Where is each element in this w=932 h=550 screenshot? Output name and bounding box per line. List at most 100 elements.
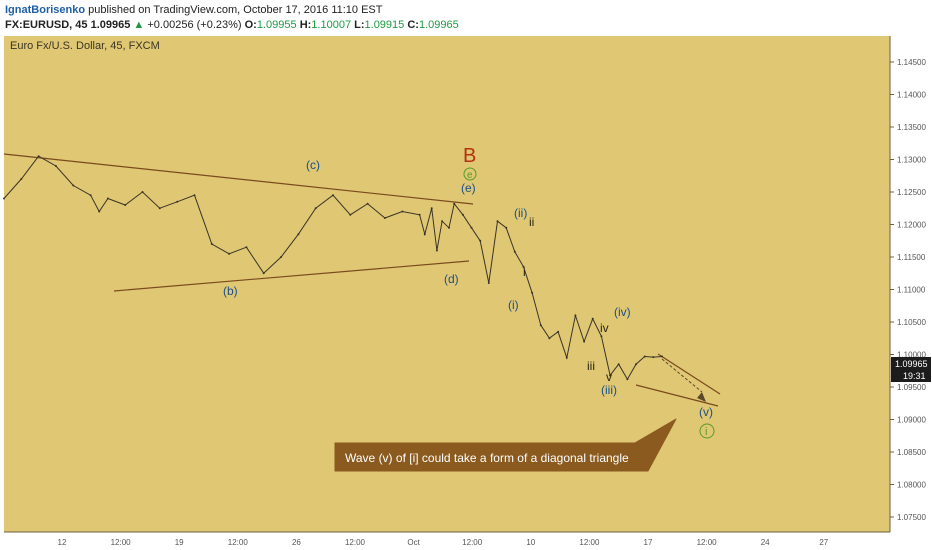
- price-tick-label: 1.14500: [897, 58, 926, 67]
- wave-label-e-paren: (e): [461, 181, 476, 195]
- price-point: [626, 378, 629, 381]
- price-point: [210, 243, 213, 245]
- price-point: [262, 272, 265, 275]
- time-tick-label: Oct: [407, 538, 420, 547]
- price-point: [332, 194, 334, 197]
- price-tick-label: 1.12000: [897, 221, 926, 230]
- change-arrow-icon: ▲: [133, 19, 145, 31]
- price-point: [106, 197, 109, 200]
- diagonal-lower-line: [635, 384, 719, 407]
- price-tick-label: 1.08500: [897, 448, 926, 457]
- price-point: [430, 207, 433, 210]
- wave-label-i-circled: i: [705, 426, 707, 438]
- price-point: [574, 314, 577, 317]
- price-point: [583, 340, 586, 343]
- price-point: [314, 207, 317, 210]
- price-tick-label: 1.07500: [897, 513, 926, 522]
- time-tick-label: 12:00: [345, 538, 366, 547]
- high-label: H:: [299, 19, 312, 31]
- price-point: [531, 291, 534, 294]
- close-label: C:: [407, 19, 419, 31]
- price-point: [496, 220, 499, 223]
- open-value: 1.09955: [256, 19, 297, 31]
- price-chart[interactable]: Euro Fx/U.S. Dollar, 45, FXCM 1.14500 1.1…: [0, 36, 932, 550]
- price-point: [591, 317, 594, 320]
- wave-label-iii: iii: [587, 359, 595, 373]
- price-point: [280, 256, 283, 258]
- price-point: [193, 194, 196, 197]
- author-link[interactable]: IgnatBorisenko: [5, 4, 86, 16]
- last-price-tag: [891, 357, 931, 370]
- price-point: [89, 194, 92, 197]
- low-label: L:: [354, 19, 365, 31]
- symbol-label: FX:EURUSD, 45: [5, 19, 88, 31]
- price-point: [418, 213, 421, 216]
- wave-label-v-paren: (v): [699, 405, 713, 419]
- price-point: [72, 184, 75, 187]
- time-tick-label: 12:00: [462, 538, 483, 547]
- time-axis: 12 12:00 19 12:00 26 12:00 Oct 12:00 10 12:00 17 12…: [58, 538, 829, 547]
- price-tick-label: 1.14000: [897, 91, 926, 100]
- projection-dashed-line: [661, 358, 703, 393]
- price-point: [539, 324, 542, 327]
- wave-label-B: B: [463, 145, 476, 167]
- wave-label-v: v: [606, 370, 612, 384]
- price-point: [557, 330, 560, 333]
- diagonal-upper-line: [657, 353, 721, 395]
- price-tick-label: 1.09500: [897, 383, 926, 392]
- price-tick-label: 1.11000: [897, 286, 926, 295]
- price-point: [245, 246, 248, 249]
- price-tick-label: 1.08000: [897, 481, 926, 490]
- time-tick-label: 12:00: [697, 538, 718, 547]
- price-point: [565, 356, 568, 359]
- wave-i-circle: [699, 423, 715, 439]
- price-point: [522, 265, 525, 268]
- time-tick-label: 10: [526, 538, 535, 547]
- countdown-tag-text: 19:31: [903, 371, 926, 381]
- price-point: [435, 249, 438, 252]
- change-value: +0.00256 (+0.23%): [147, 19, 242, 31]
- wave-e-circle: [463, 167, 477, 181]
- symbol-line: FX:EURUSD, 45 1.09965 ▲ +0.00256 (+0.23%…: [5, 19, 459, 31]
- price-point: [609, 374, 612, 377]
- price-point: [617, 363, 620, 366]
- price-point: [349, 213, 352, 216]
- price-point: [453, 202, 456, 205]
- price-point: [176, 200, 179, 203]
- price-tick-label: 1.10000: [897, 351, 926, 360]
- lower-trendline: [113, 260, 470, 292]
- countdown-tag: [891, 370, 931, 382]
- last-price-tag-text: 1.09965: [895, 359, 928, 369]
- chart-title: Euro Fx/U.S. Dollar, 45, FXCM: [10, 40, 160, 52]
- low-value: 1.09915: [364, 19, 405, 31]
- wave-label-iv: iv: [600, 321, 609, 335]
- price-axis: 1.14500 1.14000 1.13500 1.13000 1.12500 1.120…: [890, 58, 926, 522]
- price-point: [383, 217, 386, 219]
- high-value: 1.10007: [311, 19, 352, 31]
- price-point: [423, 233, 426, 236]
- callout-box: [334, 418, 677, 472]
- price-tick-label: 1.13000: [897, 156, 926, 165]
- price-point: [54, 165, 57, 167]
- time-tick-label: 12: [58, 538, 67, 547]
- price-points: [3, 155, 663, 381]
- price-point: [141, 191, 144, 193]
- price-tick-label: 1.09000: [897, 416, 926, 425]
- price-point: [487, 282, 490, 284]
- callout-text: Wave (v) of [i] could take a form of a d…: [345, 451, 629, 465]
- price-point: [441, 220, 444, 223]
- close-value: 1.09965: [418, 19, 459, 31]
- publisher-line: IgnatBorisenko published on TradingView.…: [5, 4, 382, 16]
- wave-label-ii: ii: [529, 215, 534, 229]
- price-point: [37, 155, 40, 158]
- price-point: [513, 250, 516, 253]
- price-point: [228, 252, 231, 255]
- price-tick-label: 1.12500: [897, 188, 926, 197]
- last-price: 1.09965: [90, 19, 131, 31]
- time-tick-label: 12:00: [111, 538, 132, 547]
- wave-label-iii-paren: (iii): [601, 383, 617, 397]
- wave-label-i-paren: (i): [508, 298, 519, 312]
- price-tick-label: 1.11500: [897, 253, 926, 262]
- wave-label-c: (c): [306, 158, 320, 172]
- price-point: [366, 202, 369, 205]
